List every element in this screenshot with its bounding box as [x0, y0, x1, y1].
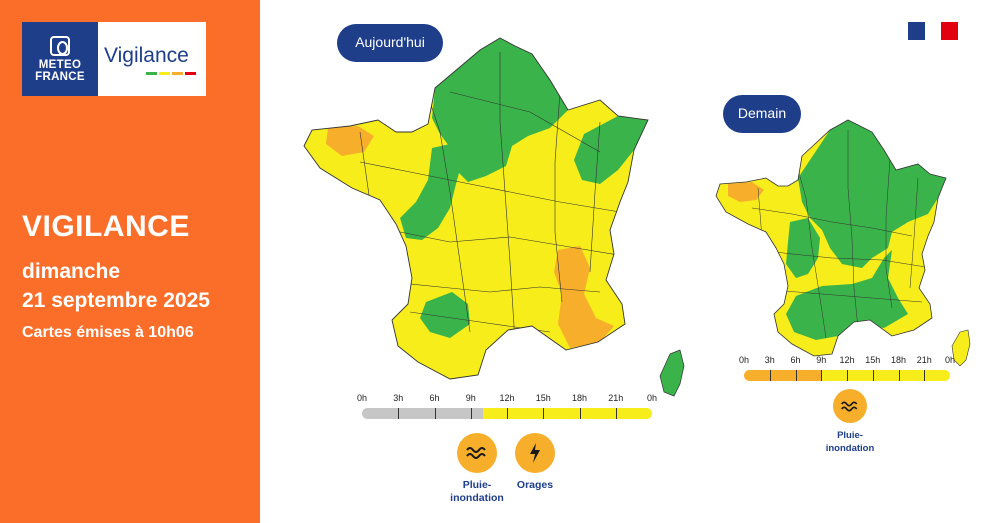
map-tomorrow[interactable]	[712, 118, 974, 368]
timeline-tick	[398, 408, 400, 419]
rain-flood-icon	[457, 433, 497, 473]
hazard-rain-flood-tomorrow[interactable]: Pluie- inondation	[818, 389, 882, 455]
timeline-tick-label: 21h	[916, 355, 932, 365]
timeline-tick-label: 21h	[608, 393, 624, 403]
timeline-tick	[507, 408, 508, 419]
timeline-tick	[924, 370, 926, 381]
timeline-tick-label: 6h	[790, 355, 801, 365]
timeline-tick-label: 0h	[738, 355, 750, 365]
timeline-tick	[821, 370, 823, 381]
rain-flood-icon	[833, 389, 867, 423]
timeline-tomorrow: 0h 3h 6h 9h 12h 15h 18h 21h 0h	[739, 355, 955, 387]
timeline-tick	[847, 370, 848, 381]
timeline-bar	[744, 370, 950, 381]
timeline-tick-label: 18h	[571, 393, 588, 403]
timeline-tick-label: 15h	[865, 355, 881, 365]
timeline-tick	[769, 370, 771, 381]
today-label[interactable]: Aujourd'hui	[337, 24, 443, 62]
timeline-tick-label: 12h	[839, 355, 855, 365]
map-today[interactable]	[300, 32, 690, 397]
timeline-tick-label: 6h	[429, 393, 440, 403]
timeline-tick-label: 9h	[816, 355, 827, 365]
vigilance-logo: Vigilance	[98, 22, 206, 96]
title-date: 21 septembre 2025	[22, 289, 210, 312]
timeline-tick	[579, 408, 581, 419]
timeline-labels: 0h 3h 6h 9h 12h 15h 18h 21h 0h	[357, 393, 657, 406]
hazard-thunderstorm-today[interactable]: Orages	[510, 433, 560, 492]
logo-product: Vigilance	[104, 43, 189, 67]
vigilance-color-bar	[146, 71, 206, 75]
title-day: dimanche	[22, 260, 121, 283]
french-flag-icon	[908, 22, 959, 40]
timeline-tick-label: 18h	[890, 355, 907, 365]
timeline-tick-label: 3h	[393, 393, 404, 403]
timeline-tick-label: 3h	[764, 355, 775, 365]
timeline-tick-label: 9h	[465, 393, 476, 403]
tomorrow-label[interactable]: Demain	[723, 95, 801, 133]
hazard-rain-flood-today[interactable]: Pluie- inondation	[445, 433, 509, 505]
timeline-labels: 0h 3h 6h 9h 12h 15h 18h 21h 0h	[739, 355, 955, 368]
meteo-france-vigilance-logo[interactable]: METEO FRANCE Vigilance	[22, 22, 206, 96]
timeline-tick-label: 15h	[535, 393, 551, 403]
timeline-tick	[434, 408, 436, 419]
timeline-tick-label: 0h	[944, 355, 956, 365]
timeline-segment-yellow	[821, 370, 950, 381]
timeline-today: 0h 3h 6h 9h 12h 15h 18h 21h 0h	[357, 393, 657, 425]
timeline-segment-yellow	[482, 408, 652, 419]
timeline-tick-label: 12h	[499, 393, 515, 403]
logo-line2: FRANCE	[35, 70, 85, 83]
timeline-tick-label: 0h	[356, 393, 368, 403]
timeline-tick	[615, 408, 617, 419]
timeline-bar	[362, 408, 652, 419]
timeline-segment-orange	[744, 370, 822, 381]
logo-line1: METEO	[38, 58, 82, 71]
hazard-label: Pluie- inondation	[450, 479, 504, 504]
timeline-tick	[795, 370, 797, 381]
left-panel: METEO FRANCE Vigilance VIGILANCE dimanch…	[0, 0, 260, 523]
meteo-france-logo: METEO FRANCE	[22, 22, 98, 96]
timeline-tick-label: 0h	[646, 393, 658, 403]
hazard-label: Orages	[516, 479, 554, 491]
timeline-tick	[470, 408, 472, 419]
hazard-label: Pluie- inondation	[825, 430, 875, 454]
page-title: VIGILANCE	[22, 210, 190, 243]
meteo-france-emblem-icon	[50, 35, 70, 56]
timeline-tick	[898, 370, 900, 381]
thunderstorm-icon	[515, 433, 555, 473]
timeline-tick	[872, 370, 874, 381]
timeline-tick	[543, 408, 545, 419]
issued-time: Cartes émises à 10h06	[22, 324, 194, 341]
timeline-segment-gray	[362, 408, 483, 419]
